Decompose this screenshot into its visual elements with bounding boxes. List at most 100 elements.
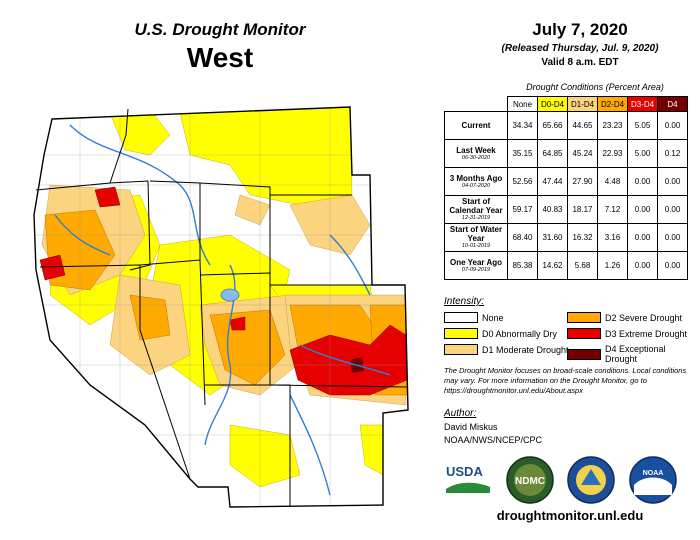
table-header-row: None D0-D4 D1-D4 D2-D4 D3-D4 D4 bbox=[445, 96, 688, 112]
ndmc-logo-text: NDMC bbox=[515, 476, 545, 487]
table-cell: 1.26 bbox=[597, 251, 628, 280]
table-row: One Year Ago 07-09-2019 85.38 14.62 5.68 … bbox=[444, 251, 688, 280]
table-row: Start of Calendar Year 12-31-2019 59.17 4… bbox=[444, 195, 688, 224]
table-cell: 5.05 bbox=[627, 111, 658, 140]
table-cell: 64.85 bbox=[537, 139, 568, 168]
legend-label: D3 Extreme Drought bbox=[605, 328, 688, 339]
row-label-text: Current bbox=[461, 121, 491, 130]
usda-logo-text: USDA bbox=[446, 464, 483, 479]
legend-swatch bbox=[567, 328, 601, 339]
table-cell: 23.23 bbox=[597, 111, 628, 140]
table-cell: 0.00 bbox=[627, 167, 658, 196]
website-url: droughtmonitor.unl.edu bbox=[496, 508, 644, 523]
table-cell: 14.62 bbox=[537, 251, 568, 280]
row-label-text: Start of Water Year bbox=[449, 225, 503, 243]
table-cell: 5.68 bbox=[567, 251, 598, 280]
legend-item-d1: D1 Moderate Drought bbox=[444, 344, 569, 355]
table-cell: 0.00 bbox=[657, 111, 688, 140]
col-header-none: None bbox=[507, 96, 538, 112]
table-cell: 27.90 bbox=[567, 167, 598, 196]
table-cell: 0.00 bbox=[657, 223, 688, 252]
author-name: David Miskus bbox=[444, 422, 498, 432]
table-row: 3 Months Ago 04-07-2020 52.56 47.44 27.90… bbox=[444, 167, 688, 196]
row-label-text: Start of Calendar Year bbox=[449, 197, 503, 215]
table-cell: 31.60 bbox=[537, 223, 568, 252]
ndmc-logo: NDMC bbox=[506, 456, 554, 504]
table-cell: 0.00 bbox=[627, 251, 658, 280]
row-label: One Year Ago 07-09-2019 bbox=[444, 251, 508, 280]
region-title: West bbox=[186, 42, 254, 73]
usda-logo-swoosh-icon bbox=[446, 482, 490, 493]
legend-label: D2 Severe Drought bbox=[605, 312, 683, 323]
legend-item-d0: D0 Abnormally Dry bbox=[444, 328, 557, 339]
released-date: (Released Thursday, Jul. 9, 2020) bbox=[501, 43, 659, 54]
legend-item-d2: D2 Severe Drought bbox=[567, 312, 682, 323]
row-date: 04-07-2020 bbox=[461, 182, 491, 189]
map-date: July 7, 2020 bbox=[532, 20, 628, 39]
table-cell: 5.00 bbox=[627, 139, 658, 168]
legend-item-none: None bbox=[444, 312, 504, 323]
col-header-d3-d4: D3-D4 bbox=[627, 96, 658, 112]
table-row: Start of Water Year 10-01-2019 68.40 31.6… bbox=[444, 223, 688, 252]
legend-swatch bbox=[567, 312, 601, 323]
table-cell: 0.00 bbox=[657, 251, 688, 280]
legend-swatch bbox=[444, 328, 478, 339]
drought-map bbox=[33, 106, 409, 508]
table-cell: 4.48 bbox=[597, 167, 628, 196]
table-cell: 22.93 bbox=[597, 139, 628, 168]
map-title: U.S. Drought Monitor bbox=[134, 20, 306, 39]
table-cell: 0.00 bbox=[657, 167, 688, 196]
row-date: 10-01-2019 bbox=[461, 243, 491, 249]
legend-item-d4: D4 Exceptional Drought bbox=[567, 344, 700, 364]
noaa-logo-text: NOAA bbox=[643, 470, 664, 477]
table-cell: 47.44 bbox=[537, 167, 568, 196]
author-org: NOAA/NWS/NCEP/CPC bbox=[444, 435, 543, 445]
table-cell: 0.00 bbox=[627, 195, 658, 224]
row-date: 12-31-2019 bbox=[461, 215, 491, 221]
legend-swatch bbox=[567, 348, 601, 360]
table-row: Last Week 06-30-2020 35.15 64.85 45.24 22… bbox=[444, 139, 688, 168]
legend-swatch bbox=[444, 312, 478, 323]
row-date: 07-09-2019 bbox=[461, 266, 491, 273]
table-title: Drought Conditions (Percent Area) bbox=[526, 82, 664, 92]
table-corner bbox=[445, 97, 508, 112]
col-header-d1-d4: D1-D4 bbox=[567, 96, 598, 112]
row-label: 3 Months Ago 04-07-2020 bbox=[444, 167, 508, 196]
table-cell: 35.15 bbox=[507, 139, 538, 168]
row-label-text: Last Week bbox=[456, 145, 496, 155]
table-cell: 0.00 bbox=[627, 223, 658, 252]
row-label-text: 3 Months Ago bbox=[449, 173, 503, 183]
table-cell: 44.65 bbox=[567, 111, 598, 140]
table-cell: 65.66 bbox=[537, 111, 568, 140]
legend-item-d3: D3 Extreme Drought bbox=[567, 328, 687, 339]
row-date: 06-30-2020 bbox=[461, 154, 491, 161]
noaa-logo: NOAA bbox=[629, 456, 677, 504]
legend-label: D4 Exceptional Drought bbox=[604, 344, 666, 364]
table-cell: 40.83 bbox=[537, 195, 568, 224]
table-cell: 0.12 bbox=[657, 139, 688, 168]
state-borders bbox=[33, 106, 409, 508]
table-cell: 68.40 bbox=[507, 223, 538, 252]
legend-label: D1 Moderate Drought bbox=[482, 344, 569, 355]
row-label: Current bbox=[444, 111, 508, 140]
table-cell: 45.24 bbox=[567, 139, 598, 168]
col-header-d0-d4: D0-D4 bbox=[537, 96, 568, 112]
table-row: Current 34.34 65.66 44.65 23.23 5.05 0.0… bbox=[444, 111, 688, 140]
valid-time: Valid 8 a.m. EDT bbox=[541, 57, 619, 68]
doc-seal-logo bbox=[567, 456, 615, 504]
legend-label: None bbox=[482, 312, 504, 323]
drought-areas bbox=[34, 107, 408, 507]
drought-conditions-table: None D0-D4 D1-D4 D2-D4 D3-D4 D4 Current … bbox=[444, 96, 688, 280]
table-cell: 18.17 bbox=[567, 195, 598, 224]
table-cell: 7.12 bbox=[597, 195, 628, 224]
table-cell: 16.32 bbox=[567, 223, 598, 252]
table-cell: 3.16 bbox=[597, 223, 628, 252]
row-label-text: One Year Ago bbox=[449, 257, 503, 267]
table-cell: 85.38 bbox=[507, 251, 538, 280]
row-label: Start of Water Year 10-01-2019 bbox=[444, 223, 508, 252]
table-cell: 59.17 bbox=[507, 195, 538, 224]
usda-logo: USDA bbox=[446, 464, 492, 496]
legend-label: D0 Abnormally Dry bbox=[482, 328, 558, 339]
author-label: Author: bbox=[444, 408, 477, 419]
col-header-d2-d4: D2-D4 bbox=[597, 96, 628, 112]
